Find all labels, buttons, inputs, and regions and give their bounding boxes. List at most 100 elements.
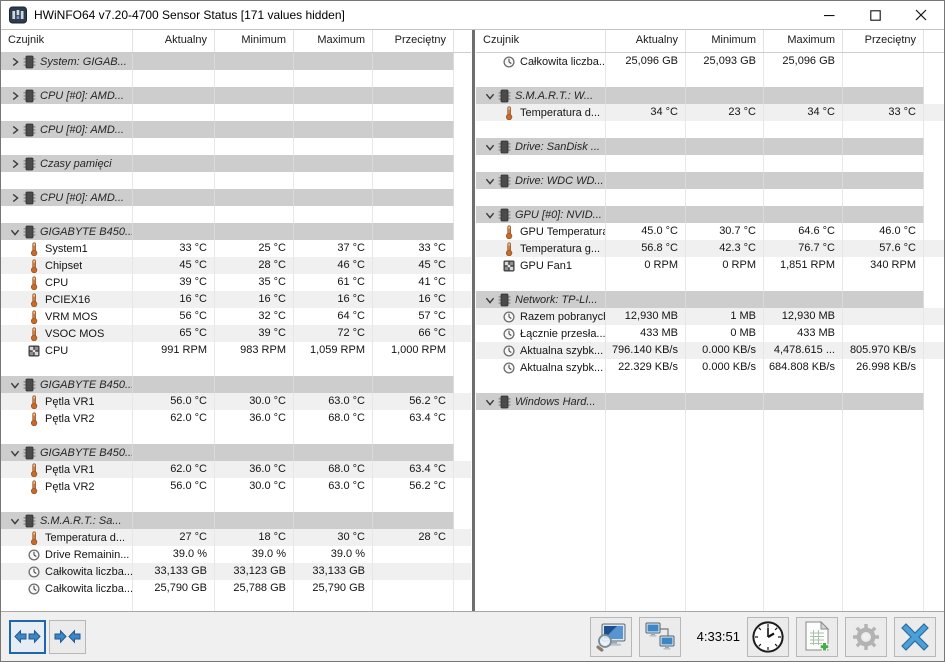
settings-gear-button[interactable] (845, 616, 887, 657)
sensor-group-row[interactable]: GIGABYTE B450... (1, 444, 471, 461)
column-header-przeciętny[interactable]: Przeciętny (373, 30, 454, 52)
close-icon[interactable] (898, 1, 944, 29)
collapse-columns-button[interactable] (49, 619, 86, 654)
sensor-value-row[interactable]: Pętla VR1 62.0 °C 36.0 °C 68.0 °C 63.4 °C (1, 461, 471, 478)
sensor-value-row[interactable]: Temperatura d... 34 °C 23 °C 34 °C 33 °C (476, 104, 944, 121)
sensor-group-row[interactable]: CPU [#0]: AMD... (1, 87, 471, 104)
sensor-value-row[interactable]: CPU 991 RPM 983 RPM 1,059 RPM 1,000 RPM (1, 342, 471, 359)
sensor-group-row[interactable]: GPU [#0]: NVID... (476, 206, 944, 223)
sensor-value-current (133, 223, 215, 240)
sensor-value-row[interactable]: Temperatura g... 56.8 °C 42.3 °C 76.7 °C 57.… (476, 240, 944, 257)
column-header-czujnik[interactable]: Czujnik (1, 30, 133, 52)
sensor-value-row[interactable]: Drive Remainin... 39.0 % 39.0 % 39.0 % (1, 546, 471, 563)
sensor-value-row[interactable]: VRM MOS 56 °C 32 °C 64 °C 57 °C (1, 308, 471, 325)
pane-divider[interactable] (471, 30, 476, 611)
sensor-value-maximum (294, 53, 373, 70)
sensor-value-row[interactable]: Aktualna szybk... 796.140 KB/s 0.000 KB/s 4… (476, 342, 944, 359)
sensor-group-row[interactable]: S.M.A.R.T.: Sa... (1, 512, 471, 529)
sensor-value-row[interactable]: System1 33 °C 25 °C 37 °C 33 °C (1, 240, 471, 257)
spacer-row (1, 172, 471, 189)
sensor-value-minimum: 23 °C (686, 104, 764, 121)
sensor-value-row[interactable]: GPU Temperatura 45.0 °C 30.7 °C 64.6 °C 46.0… (476, 223, 944, 240)
sensor-value-row[interactable]: Temperatura d... 27 °C 18 °C 30 °C 28 °C (1, 529, 471, 546)
screen-magnifier-button[interactable] (589, 616, 632, 657)
sensor-value-minimum (686, 70, 764, 87)
sensor-group-row[interactable]: Drive: SanDisk ... (476, 138, 944, 155)
sensor-name: Razem pobranych (476, 308, 606, 325)
sensor-value-row[interactable]: Pętla VR2 56.0 °C 30.0 °C 63.0 °C 56.2 °C (1, 478, 471, 495)
sensor-group-row[interactable]: Windows Hard... (476, 393, 944, 410)
chevron-down-icon[interactable] (483, 176, 497, 186)
chevron-down-icon[interactable] (483, 91, 497, 101)
sensor-value-row[interactable]: Całkowita liczba... 33,133 GB 33,123 GB 33,… (1, 563, 471, 580)
sensor-group-row[interactable]: S.M.A.R.T.: W... (476, 87, 944, 104)
sensor-label: Pętla VR1 (45, 395, 95, 408)
sensor-group-row[interactable]: Czasy pamięci (1, 155, 471, 172)
column-header-minimum[interactable]: Minimum (686, 30, 764, 52)
chevron-right-icon[interactable] (8, 125, 22, 135)
row-filler (454, 104, 471, 121)
chevron-right-icon[interactable] (8, 159, 22, 169)
close-x-button[interactable] (894, 616, 936, 657)
column-header-aktualny[interactable]: Aktualny (133, 30, 215, 52)
chevron-down-icon[interactable] (483, 142, 497, 152)
remote-monitoring-button[interactable] (638, 616, 681, 657)
sensor-value-row[interactable]: Łącznie przesła... 433 MB 0 MB 433 MB (476, 325, 944, 342)
sensor-name (1, 138, 133, 155)
column-header-przeciętny[interactable]: Przeciętny (843, 30, 924, 52)
sensor-pane-right: Czujnik Aktualny Minimum Maximum Przeciętny … (476, 30, 944, 611)
column-header-czujnik[interactable]: Czujnik (476, 30, 606, 52)
chevron-right-icon[interactable] (8, 91, 22, 101)
add-report-button[interactable] (796, 616, 838, 657)
thermometer-icon (26, 275, 41, 290)
chevron-down-icon[interactable] (8, 448, 22, 458)
sensor-label: PCIEX16 (45, 293, 91, 306)
chevron-down-icon[interactable] (483, 397, 497, 407)
sensor-group-row[interactable]: Network: TP-LI... (476, 291, 944, 308)
minimize-icon[interactable] (806, 1, 852, 29)
chevron-down-icon[interactable] (8, 516, 22, 526)
column-header-maximum[interactable]: Maximum (764, 30, 843, 52)
filler-cell (843, 410, 924, 611)
sensor-group-label: Network: TP-LI... (515, 293, 598, 306)
chevron-right-icon[interactable] (8, 193, 22, 203)
chevron-right-icon[interactable] (8, 57, 22, 67)
sensor-value-row[interactable]: Pętla VR2 62.0 °C 36.0 °C 68.0 °C 63.4 °C (1, 410, 471, 427)
column-header-aktualny[interactable]: Aktualny (606, 30, 686, 52)
sensor-group-row[interactable]: System: GIGAB... (1, 53, 471, 70)
chevron-down-icon[interactable] (8, 227, 22, 237)
maximize-icon[interactable] (852, 1, 898, 29)
sensor-value-row[interactable]: Razem pobranych 12,930 MB 1 MB 12,930 MB (476, 308, 944, 325)
sensor-value-row[interactable]: Pętla VR1 56.0 °C 30.0 °C 63.0 °C 56.2 °C (1, 393, 471, 410)
sensor-group-row[interactable]: CPU [#0]: AMD... (1, 121, 471, 138)
column-header-maximum[interactable]: Maximum (294, 30, 373, 52)
chevron-down-icon[interactable] (483, 210, 497, 220)
sensor-value-row[interactable]: Całkowita liczba... 25,096 GB 25,093 GB 25,… (476, 53, 944, 70)
sensor-group-row[interactable]: GIGABYTE B450... (1, 223, 471, 240)
column-header-minimum[interactable]: Minimum (215, 30, 294, 52)
clock-button[interactable] (747, 616, 789, 657)
sensor-group-row[interactable]: CPU [#0]: AMD... (1, 189, 471, 206)
sensor-value-row[interactable]: PCIEX16 16 °C 16 °C 16 °C 16 °C (1, 291, 471, 308)
sensor-value-row[interactable]: CPU 39 °C 35 °C 61 °C 41 °C (1, 274, 471, 291)
sensor-value-row[interactable]: GPU Fan1 0 RPM 0 RPM 1,851 RPM 340 RPM (476, 257, 944, 274)
filler-cell (924, 410, 944, 611)
row-filler (924, 223, 944, 240)
sensor-value-row[interactable]: Całkowita liczba... 25,790 GB 25,788 GB 25,… (1, 580, 471, 597)
sensor-label: CPU (45, 276, 69, 289)
sensor-value-minimum: 16 °C (215, 291, 294, 308)
row-filler (454, 359, 471, 376)
sensor-name: Drive Remainin... (1, 546, 133, 563)
sensor-value-row[interactable]: Chipset 45 °C 28 °C 46 °C 45 °C (1, 257, 471, 274)
sensor-value-row[interactable]: VSOC MOS 65 °C 39 °C 72 °C 66 °C (1, 325, 471, 342)
row-filler (454, 240, 471, 257)
sensor-group-name: S.M.A.R.T.: Sa... (1, 512, 133, 529)
chevron-down-icon[interactable] (483, 295, 497, 305)
chevron-down-icon[interactable] (8, 380, 22, 390)
sensor-name (1, 359, 133, 376)
sensor-group-row[interactable]: Drive: WDC WD... (476, 172, 944, 189)
sensor-value-current (133, 121, 215, 138)
expand-columns-button[interactable] (9, 619, 46, 654)
sensor-group-row[interactable]: GIGABYTE B450... (1, 376, 471, 393)
sensor-value-row[interactable]: Aktualna szybk... 22.329 KB/s 0.000 KB/s 68… (476, 359, 944, 376)
